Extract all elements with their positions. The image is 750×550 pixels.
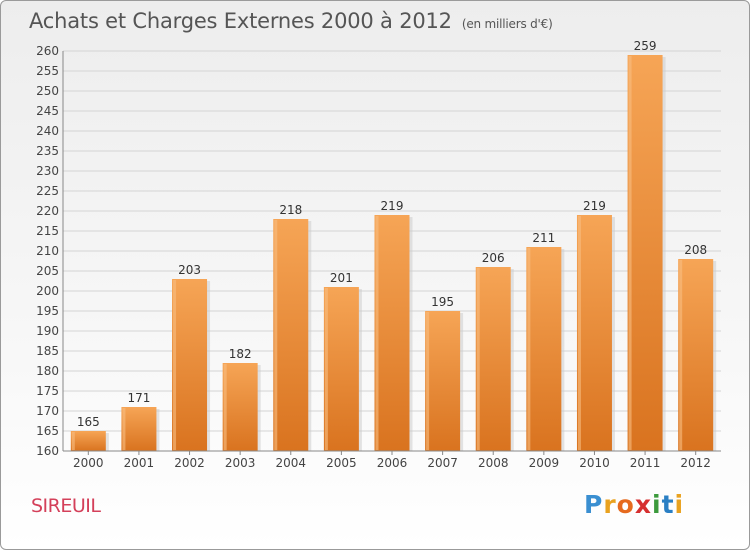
bar-2003 [222, 363, 258, 451]
bar-2006 [374, 215, 410, 451]
x-tick-label: 2006 [377, 456, 408, 470]
x-tick-label: 2012 [680, 456, 711, 470]
x-tick-label: 2002 [174, 456, 205, 470]
bar-highlight [223, 364, 227, 450]
y-tick-label: 250 [36, 84, 59, 98]
y-tick-label: 165 [36, 424, 59, 438]
bar-2011 [627, 55, 663, 451]
y-tick-label: 225 [36, 184, 59, 198]
chart-title: Achats et Charges Externes 2000 à 2012 (e… [29, 9, 553, 33]
y-tick-label: 260 [36, 44, 59, 58]
logo-letter: r [603, 490, 617, 519]
bar-2010 [576, 215, 612, 451]
bar-highlight [628, 56, 632, 450]
data-label: 203 [178, 263, 201, 277]
title-text: Achats et Charges Externes 2000 à 2012 [29, 9, 452, 33]
data-label: 171 [127, 391, 150, 405]
x-tick-label: 2004 [275, 456, 306, 470]
data-label: 182 [229, 347, 252, 361]
x-tick-label: 2007 [427, 456, 458, 470]
bar-highlight [71, 432, 75, 450]
y-tick-label: 190 [36, 324, 59, 338]
data-label: 211 [532, 231, 555, 245]
location-label: SIREUIL [31, 495, 101, 517]
y-tick-label: 245 [36, 104, 59, 118]
y-tick-label: 180 [36, 364, 59, 378]
axes: 160 165 170 175 180 185 190 195 200 205 210 215 220 2… [36, 44, 721, 470]
bar-2004 [273, 219, 309, 451]
bar-2002 [172, 279, 208, 451]
y-tick-label: 215 [36, 224, 59, 238]
x-tick-label: 2009 [529, 456, 560, 470]
data-label: 206 [482, 251, 505, 265]
x-tick-label: 2010 [579, 456, 610, 470]
y-tick-label: 205 [36, 264, 59, 278]
y-tick-label: 160 [36, 444, 59, 458]
bar-highlight [324, 288, 328, 450]
logo-letter: P [584, 490, 604, 519]
y-tick-label: 230 [36, 164, 59, 178]
y-tick-label: 200 [36, 284, 59, 298]
y-tick-label: 195 [36, 304, 59, 318]
bar-2007 [425, 311, 461, 451]
data-label: 219 [381, 199, 404, 213]
data-label: 201 [330, 271, 353, 285]
bar-highlight [476, 268, 480, 450]
bar-2001 [121, 407, 157, 451]
bar-highlight [527, 248, 531, 450]
bar-highlight [173, 280, 177, 450]
bar-highlight [577, 216, 581, 450]
bar-highlight [679, 260, 683, 450]
x-tick-label: 2011 [630, 456, 661, 470]
logo-letter: x [634, 490, 652, 519]
bar-2008 [475, 267, 511, 451]
y-tick-label: 235 [36, 144, 59, 158]
proxiti-logo: Proxiti [584, 490, 684, 519]
bar-highlight [122, 408, 126, 450]
x-tick-label: 2005 [326, 456, 357, 470]
data-label: 219 [583, 199, 606, 213]
y-tick-label: 220 [36, 204, 59, 218]
data-label: 208 [684, 243, 707, 257]
x-tick-label: 2003 [225, 456, 256, 470]
bar-highlight [375, 216, 379, 450]
bar-highlight [274, 220, 278, 450]
y-tick-label: 185 [36, 344, 59, 358]
y-tick-label: 210 [36, 244, 59, 258]
y-tick-label: 240 [36, 124, 59, 138]
logo-letter: t [661, 490, 675, 519]
bar-2012 [678, 259, 714, 451]
data-label: 218 [279, 203, 302, 217]
logo-letter: i [674, 490, 685, 519]
data-label: 195 [431, 295, 454, 309]
x-tick-label: 2000 [73, 456, 104, 470]
data-label: 259 [634, 39, 657, 53]
y-tick-label: 255 [36, 64, 59, 78]
x-tick-label: 2008 [478, 456, 509, 470]
bar-2005 [323, 287, 359, 451]
chart-subtitle: (en milliers d'€) [461, 17, 553, 31]
x-tick-label: 2001 [124, 456, 155, 470]
logo-letter: i [652, 490, 662, 519]
bar-highlight [426, 312, 430, 450]
bar-2009 [526, 247, 562, 451]
y-tick-label: 175 [36, 384, 59, 398]
logo-letter: o [616, 490, 635, 519]
y-tick-label: 170 [36, 404, 59, 418]
data-label: 165 [77, 415, 100, 429]
bars: 165 171 203 182 218 201 219 195 206 211 219 259 208 [70, 39, 717, 451]
bar-2000 [70, 431, 106, 451]
